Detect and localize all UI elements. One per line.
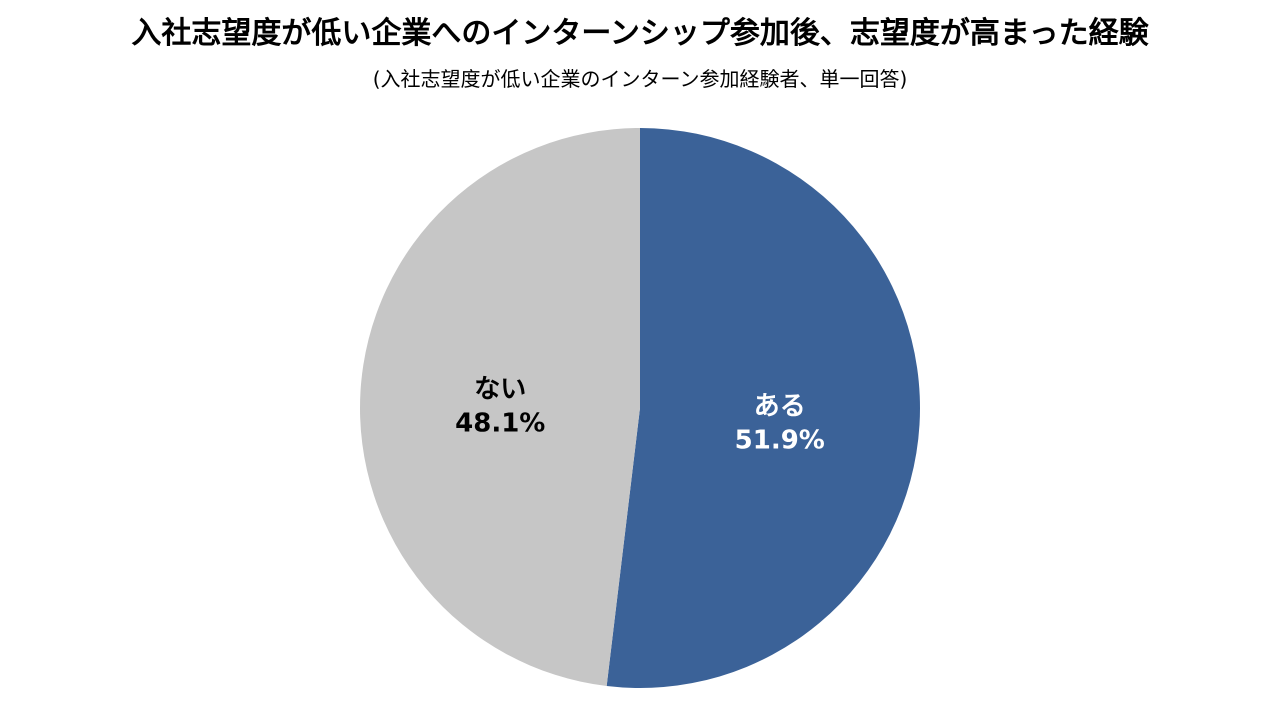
chart-subtitle: (入社志望度が低い企業のインターン参加経験者、単一回答) [372,67,908,91]
slice-value-1: 48.1% [455,409,545,439]
slice-label-1: ない [474,375,526,405]
chart-title: 入社志望度が低い企業へのインターンシップ参加後、志望度が高まった経験 [131,16,1149,51]
slice-label-0: ある [754,391,806,421]
pie-slice-0 [606,128,920,688]
pie-slice-1 [359,128,640,687]
slice-value-0: 51.9% [735,425,825,455]
